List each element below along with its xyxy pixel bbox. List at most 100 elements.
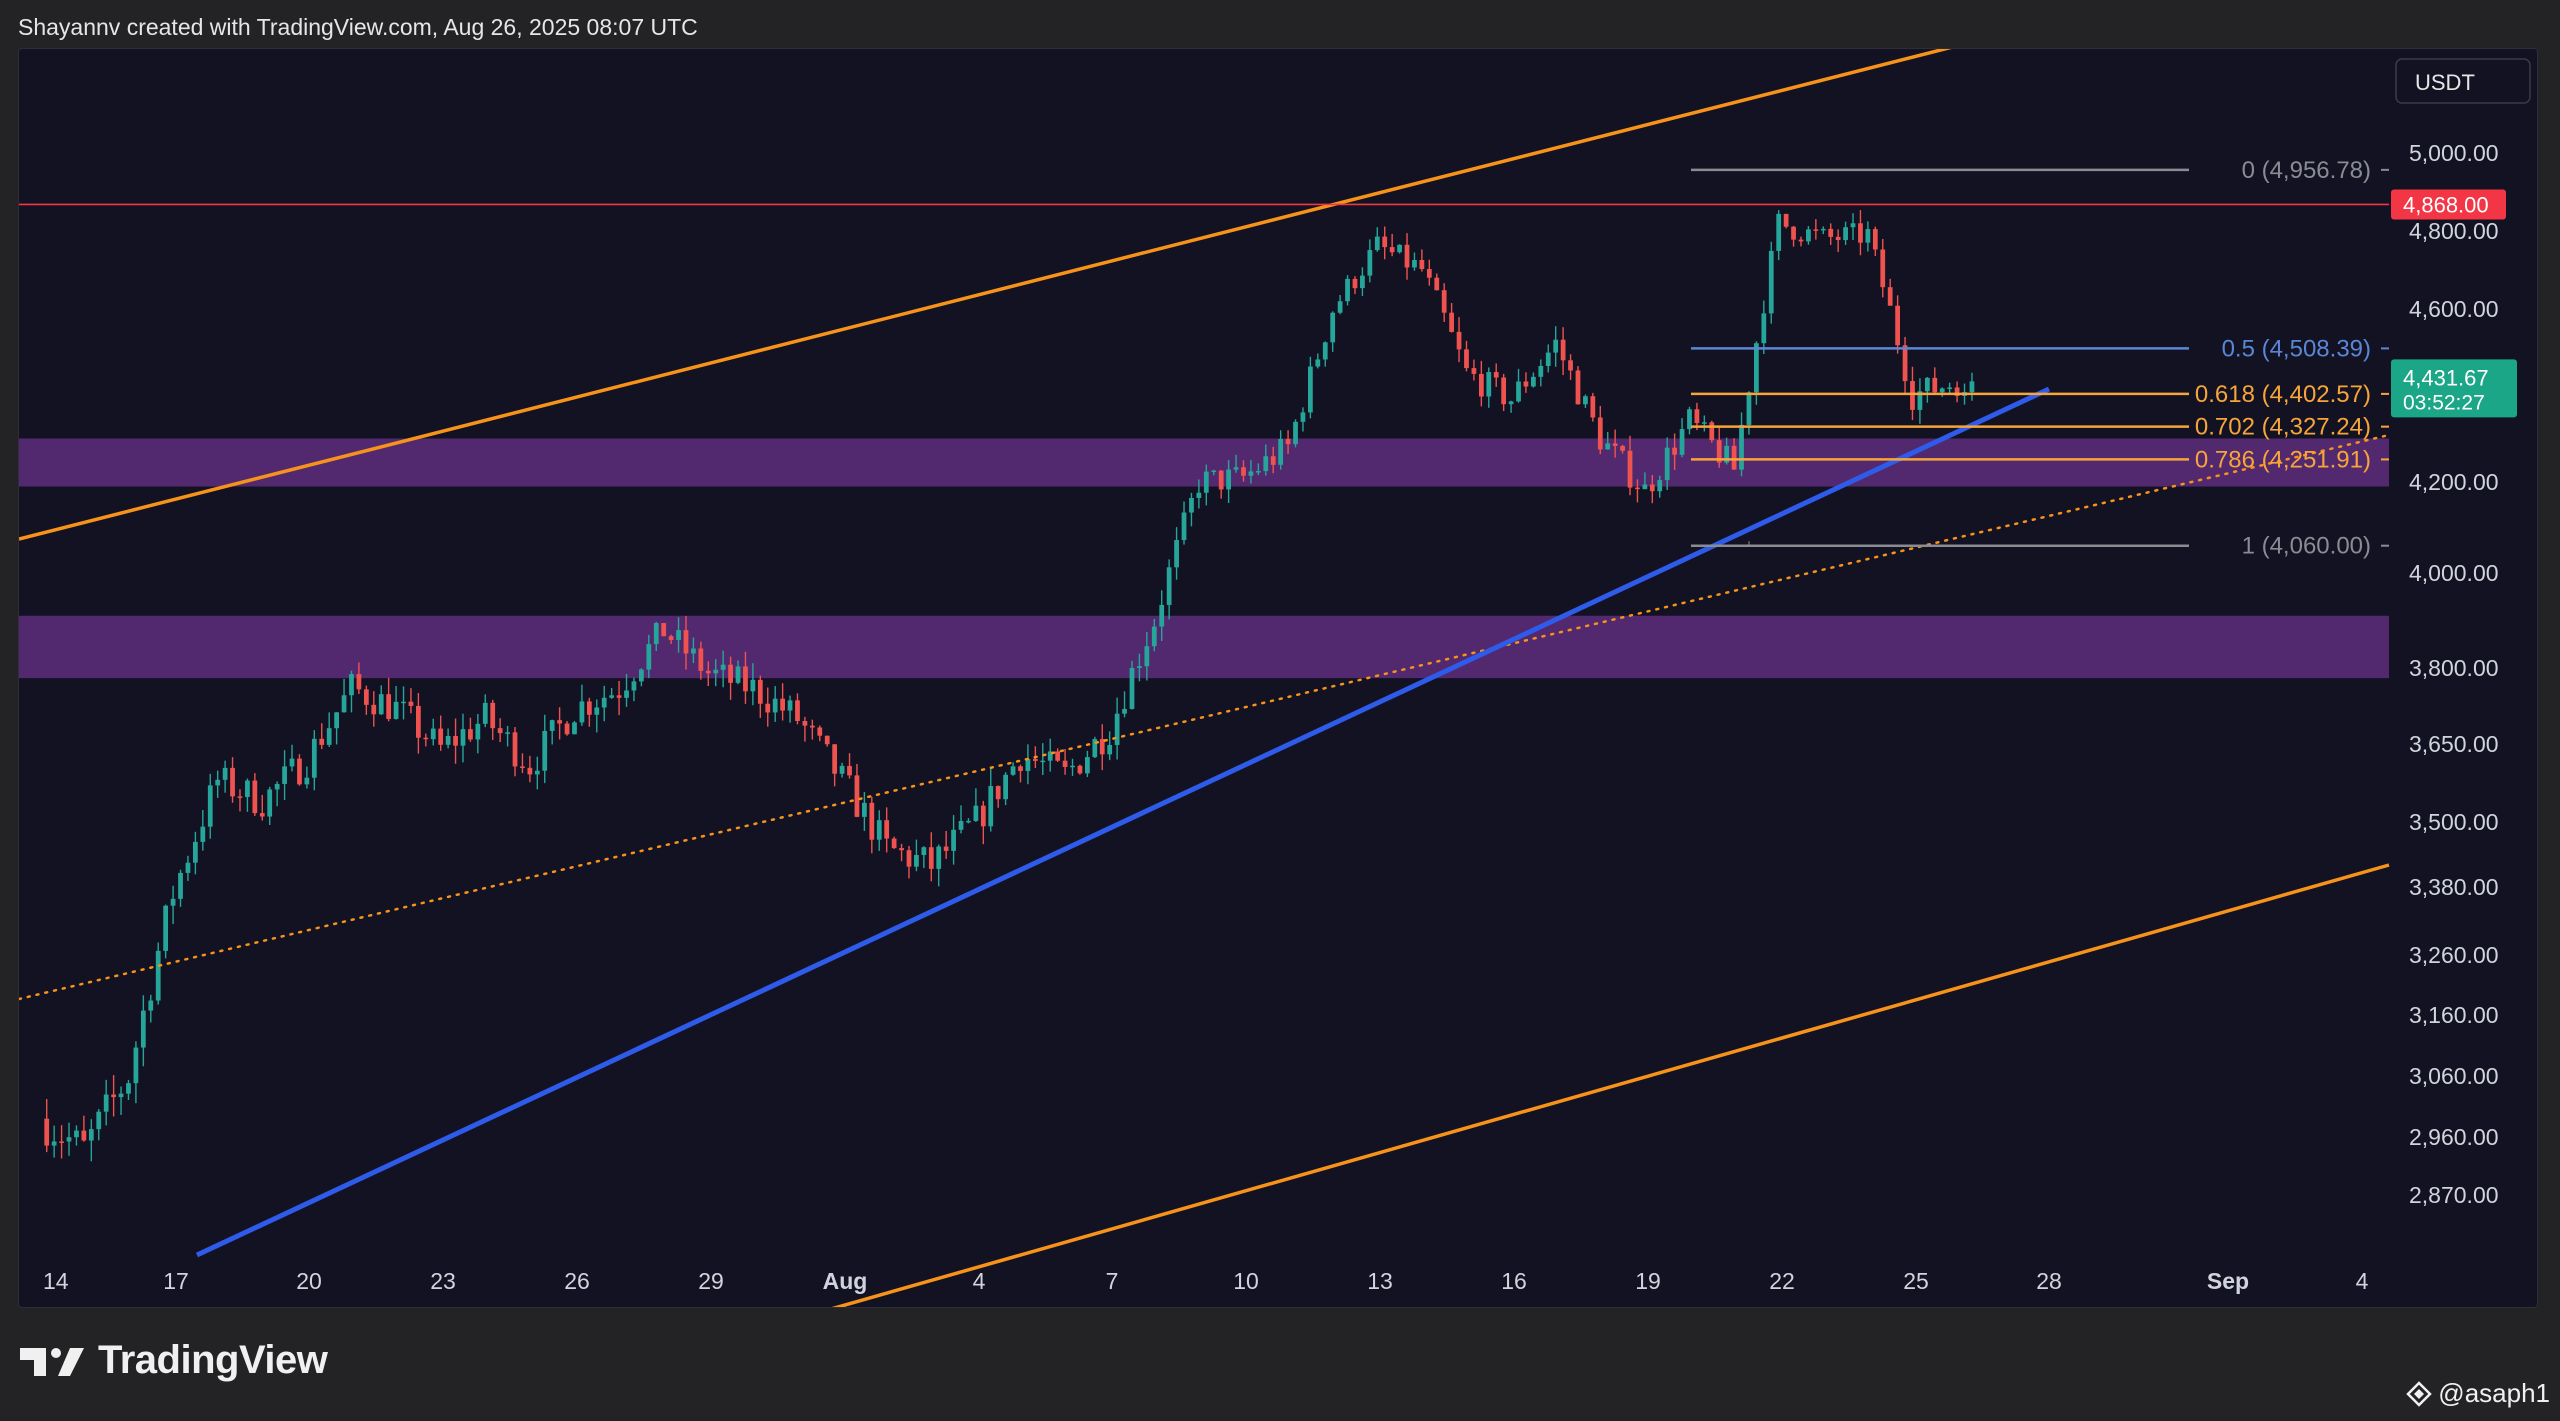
candle-body [1538, 365, 1544, 377]
candles-layer [44, 210, 1975, 1162]
time-label: 26 [564, 1268, 590, 1294]
candle-body [245, 780, 250, 797]
candle-body [1241, 467, 1246, 476]
resistance-price-label: 4,868.00 [2403, 192, 2489, 217]
candle-body [1872, 229, 1878, 250]
candle-body [728, 664, 733, 683]
candle-body [1731, 445, 1737, 470]
candle-body [259, 813, 265, 817]
current-price-label: 4,431.67 [2403, 365, 2489, 390]
candle-body [230, 767, 235, 797]
candle-body [1835, 236, 1841, 241]
candle-body [750, 679, 756, 692]
price-label: 3,800.00 [2409, 655, 2499, 681]
candle-body [490, 702, 496, 729]
candle-body [1924, 377, 1930, 392]
candle-body [936, 846, 942, 869]
candle-body [1047, 751, 1053, 761]
candle-body [557, 720, 562, 724]
candle-body [438, 728, 444, 745]
candle-body [215, 779, 221, 786]
candle-body [59, 1141, 64, 1143]
price-chart[interactable]: 0 (4,956.78) 0.5 (4,508.39) 0.618 (4,402.5… [19, 49, 2537, 1307]
candle-body [96, 1111, 102, 1130]
candle-body [1545, 352, 1551, 366]
candle-body [1910, 381, 1915, 410]
time-label: 20 [296, 1268, 322, 1294]
candle-body [1947, 387, 1953, 389]
drawings-layer [19, 49, 2391, 1307]
candle-body [1709, 422, 1715, 441]
candle-body [1174, 540, 1179, 568]
candle-body [817, 727, 823, 736]
chart-frame[interactable]: 0 (4,956.78) 0.5 (4,508.39) 0.618 (4,402.5… [18, 48, 2538, 1308]
candle-body [795, 700, 800, 722]
price-label: 5,000.00 [2409, 140, 2499, 166]
candle-body [44, 1118, 50, 1146]
candle-body [1597, 417, 1603, 450]
candle-body [512, 732, 518, 767]
candle-body [1300, 412, 1306, 422]
candle-body [252, 780, 258, 814]
time-label: 4 [973, 1268, 986, 1294]
candle-body [482, 702, 488, 724]
candle-body [832, 744, 838, 774]
candle-body [1605, 443, 1611, 450]
candle-body [88, 1129, 94, 1141]
watermark: @asaph1 [2406, 1378, 2550, 1409]
candle-body [319, 738, 325, 745]
price-label: 3,260.00 [2409, 942, 2499, 968]
candle-body [1151, 626, 1157, 647]
candle-body [1672, 447, 1677, 455]
candle-body [1315, 359, 1321, 367]
candle-body [639, 669, 644, 682]
candle-body [1880, 249, 1886, 288]
candle-body [1255, 471, 1261, 473]
candle-body [475, 723, 481, 740]
candle-body [155, 950, 161, 1001]
candle-body [297, 758, 302, 785]
candle-body [341, 695, 347, 713]
time-label: 7 [1106, 1268, 1119, 1294]
price-label: 4,200.00 [2409, 469, 2499, 495]
candle-body [74, 1130, 79, 1138]
candle-body [572, 722, 577, 735]
zones-layer [19, 438, 2389, 679]
candle-body [1716, 440, 1722, 463]
candle-body [1382, 236, 1388, 248]
candle-body [289, 758, 295, 767]
candle-body [1583, 396, 1588, 405]
candle-body [862, 802, 867, 817]
candle-body [237, 796, 243, 798]
ascending-trendline [195, 386, 2051, 1258]
candle-body [408, 701, 414, 706]
candle-body [1575, 370, 1581, 405]
candle-body [594, 707, 600, 715]
fib-level-0-5-label: 0.5 (4,508.39) [2222, 335, 2371, 362]
candle-body [1954, 387, 1960, 396]
time-label: 4 [2356, 1268, 2369, 1294]
candle-body [1322, 342, 1328, 360]
candle-body [1062, 760, 1068, 767]
candle-body [1679, 429, 1685, 455]
candle-body [1478, 373, 1484, 397]
candle-body [1791, 226, 1796, 240]
candle-body [148, 1000, 154, 1011]
candle-body [1434, 277, 1440, 291]
tradingview-logo[interactable]: TradingView [20, 1338, 328, 1383]
candle-body [973, 805, 979, 821]
candle-body [1456, 331, 1462, 350]
current-price-tag [2391, 359, 2517, 418]
candle-body [222, 767, 228, 780]
candle-body [1560, 339, 1566, 361]
fib-level-1-label: 1 (4,060.00) [2242, 533, 2371, 560]
candle-body [1612, 443, 1618, 447]
price-label: 4,600.00 [2409, 296, 2499, 322]
price-label: 2,870.00 [2409, 1182, 2499, 1208]
candle-body [1493, 372, 1499, 378]
candle-body [1070, 765, 1075, 768]
tradingview-logo-icon [20, 1347, 84, 1376]
candle-body [1092, 739, 1098, 758]
candle-body [326, 728, 332, 745]
candle-body [966, 820, 971, 823]
